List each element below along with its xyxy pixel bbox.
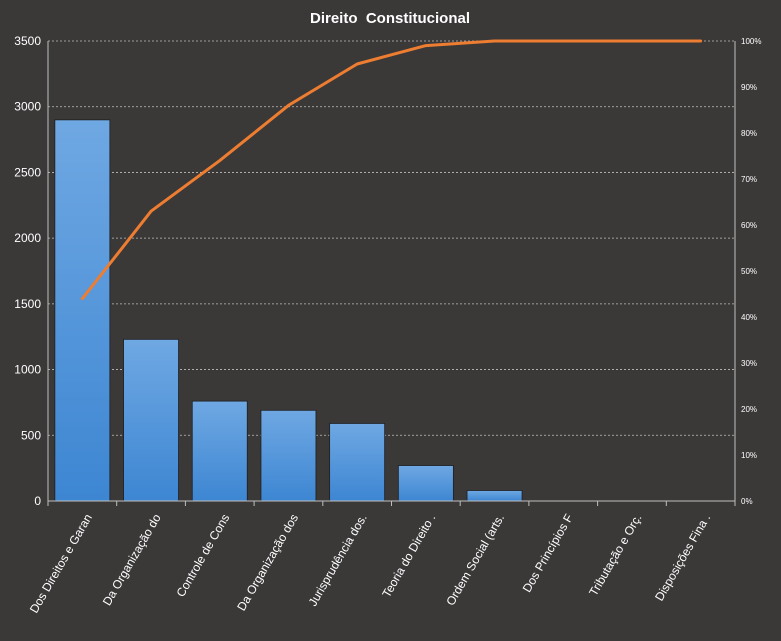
y2-tick-label: 60%: [741, 221, 757, 230]
x-tick-label: Teoria do Direito .: [379, 511, 438, 599]
bar: [123, 338, 179, 502]
y2-tick-label: 90%: [741, 83, 757, 92]
bar: [397, 465, 454, 502]
x-tick-label: Disposições Fina .: [652, 512, 713, 604]
cumulative-line-series: [80, 39, 703, 301]
cumulative-line: [80, 39, 703, 301]
bar-series: [54, 119, 523, 502]
bar: [191, 400, 248, 502]
right-axis: 0% 10% 20% 30% 40% 50% 60% 70% 80% 90% 100%: [734, 37, 761, 506]
y2-tick-label: 80%: [741, 129, 757, 138]
x-tick-label: Dos Princípios F: [520, 512, 576, 595]
y2-tick-label: 100%: [741, 37, 761, 46]
chart-title: Direito Constitucional: [310, 10, 470, 27]
bar: [329, 423, 386, 502]
x-axis: Dos Direitos e Garan Da Organização do Con…: [27, 500, 736, 616]
x-tick-label: Dos Direitos e Garan: [27, 512, 95, 616]
y2-tick-label: 10%: [741, 451, 757, 460]
y-tick-label: 3500: [14, 34, 41, 48]
y-tick-label: 2000: [14, 231, 41, 245]
x-tick-label: Jurisprudência dos.: [306, 512, 370, 609]
y2-tick-label: 0%: [741, 497, 753, 506]
x-tick-label: Tributação e Orç.: [586, 512, 644, 599]
x-tick-label: Da Organização do: [100, 511, 164, 608]
x-tick-label: Ordem Social (arts.: [443, 512, 507, 609]
y2-tick-label: 20%: [741, 405, 757, 414]
y-tick-label: 0: [34, 494, 41, 508]
y-tick-label: 1500: [14, 297, 41, 311]
y2-tick-label: 50%: [741, 267, 757, 276]
y-tick-label: 1000: [14, 363, 41, 377]
x-tick-label: Controle de Cons: [174, 512, 233, 600]
y2-tick-label: 40%: [741, 313, 757, 322]
y-tick-label: 3000: [14, 100, 41, 114]
bar: [54, 119, 111, 502]
y2-tick-label: 70%: [741, 175, 757, 184]
y-tick-label: 500: [21, 428, 41, 442]
x-tick-label: Da Organização dos: [234, 512, 301, 614]
y-tick-label: 2500: [14, 165, 41, 179]
bar: [466, 490, 523, 502]
bar: [260, 409, 317, 502]
y2-tick-label: 30%: [741, 359, 757, 368]
left-axis: 0 500 1000 1500 2000 2500 3000 3500: [14, 34, 49, 508]
